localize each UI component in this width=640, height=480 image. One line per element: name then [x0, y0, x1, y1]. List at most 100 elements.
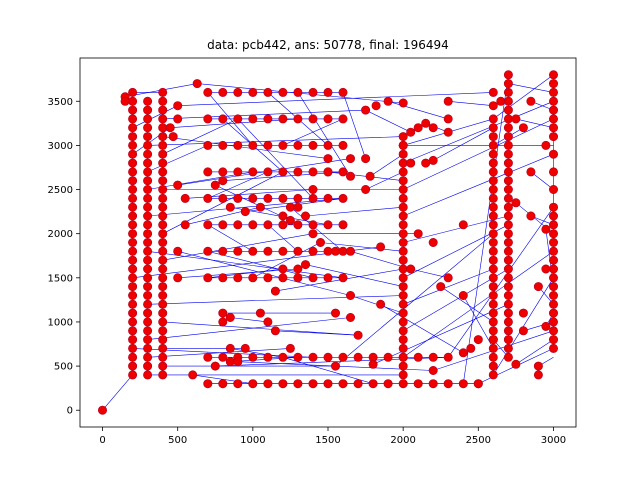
x-tick-label: 1000: [240, 435, 265, 446]
tour-segment: [447, 207, 554, 358]
city-point: [248, 379, 258, 389]
city-point: [143, 123, 153, 133]
city-point: [233, 246, 243, 256]
city-point: [270, 326, 280, 336]
city-point: [413, 379, 423, 389]
city-point: [488, 185, 498, 195]
tour-segment: [282, 118, 344, 146]
city-point: [263, 167, 273, 177]
tour-segment: [305, 206, 404, 217]
city-point: [128, 185, 138, 195]
city-point: [128, 114, 138, 124]
y-tick-label: 1500: [48, 273, 73, 284]
city-point: [488, 101, 498, 111]
city-point: [503, 96, 513, 106]
city-point: [518, 123, 528, 133]
city-point: [503, 317, 513, 327]
city-point: [158, 326, 168, 336]
city-point: [158, 193, 168, 203]
city-point: [488, 326, 498, 336]
city-point: [488, 352, 498, 362]
city-point: [263, 352, 273, 362]
city-point: [503, 70, 513, 80]
city-point: [218, 220, 228, 230]
city-point: [293, 87, 303, 97]
city-point: [203, 193, 213, 203]
city-point: [398, 149, 408, 159]
city-point: [218, 140, 228, 150]
city-point: [503, 290, 513, 300]
city-point: [488, 238, 498, 248]
city-point: [548, 211, 558, 221]
city-point: [158, 202, 168, 212]
city-point: [173, 246, 183, 256]
city-point: [143, 149, 153, 159]
city-point: [218, 246, 228, 256]
city-point: [218, 379, 228, 389]
tour-segment: [275, 330, 359, 336]
x-tick-label: 1500: [315, 435, 340, 446]
city-point: [218, 308, 228, 318]
tour-segment: [207, 224, 253, 252]
city-point: [293, 167, 303, 177]
city-point: [128, 282, 138, 292]
city-point: [548, 132, 558, 142]
city-point: [158, 282, 168, 292]
city-point: [488, 202, 498, 212]
city-point: [143, 273, 153, 283]
city-point: [488, 335, 498, 345]
city-point: [541, 321, 551, 331]
city-point: [143, 264, 153, 274]
city-point: [158, 211, 168, 221]
city-point: [398, 370, 408, 380]
city-point: [511, 198, 521, 208]
city-point: [218, 167, 228, 177]
city-point: [308, 220, 318, 230]
city-point: [293, 140, 303, 150]
tour-segment: [530, 171, 554, 190]
city-point: [203, 87, 213, 97]
y-tick-label: 2500: [48, 185, 73, 196]
city-point: [293, 379, 303, 389]
city-point: [158, 123, 168, 133]
city-point: [278, 87, 288, 97]
city-point: [503, 273, 513, 283]
city-point: [143, 282, 153, 292]
city-point: [218, 317, 228, 327]
city-point: [533, 370, 543, 380]
city-point: [233, 273, 243, 283]
city-point: [503, 238, 513, 248]
tour-segment: [162, 118, 238, 155]
city-point: [128, 317, 138, 327]
city-point: [503, 114, 513, 124]
city-point: [488, 246, 498, 256]
city-point: [406, 158, 416, 168]
city-point: [143, 202, 153, 212]
y-tick-label: 1000: [48, 317, 73, 328]
tour-segment: [365, 109, 411, 133]
x-tick-label: 3000: [541, 435, 566, 446]
city-point: [143, 185, 153, 195]
city-point: [488, 220, 498, 230]
city-point: [218, 352, 228, 362]
city-point: [503, 335, 513, 345]
city-point: [488, 140, 498, 150]
city-point: [488, 264, 498, 274]
city-point: [413, 352, 423, 362]
tour-segment: [515, 118, 554, 128]
city-point: [300, 211, 310, 221]
city-point: [548, 202, 558, 212]
city-point: [158, 299, 168, 309]
y-tick-label: 3000: [48, 141, 73, 152]
city-point: [285, 343, 295, 353]
tour-segment: [132, 127, 171, 155]
city-point: [248, 87, 258, 97]
city-point: [338, 193, 348, 203]
tour-segment: [207, 251, 314, 279]
city-point: [233, 357, 243, 367]
city-point: [263, 379, 273, 389]
city-point: [548, 317, 558, 327]
city-point: [323, 193, 333, 203]
city-point: [233, 193, 243, 203]
city-point: [428, 238, 438, 248]
